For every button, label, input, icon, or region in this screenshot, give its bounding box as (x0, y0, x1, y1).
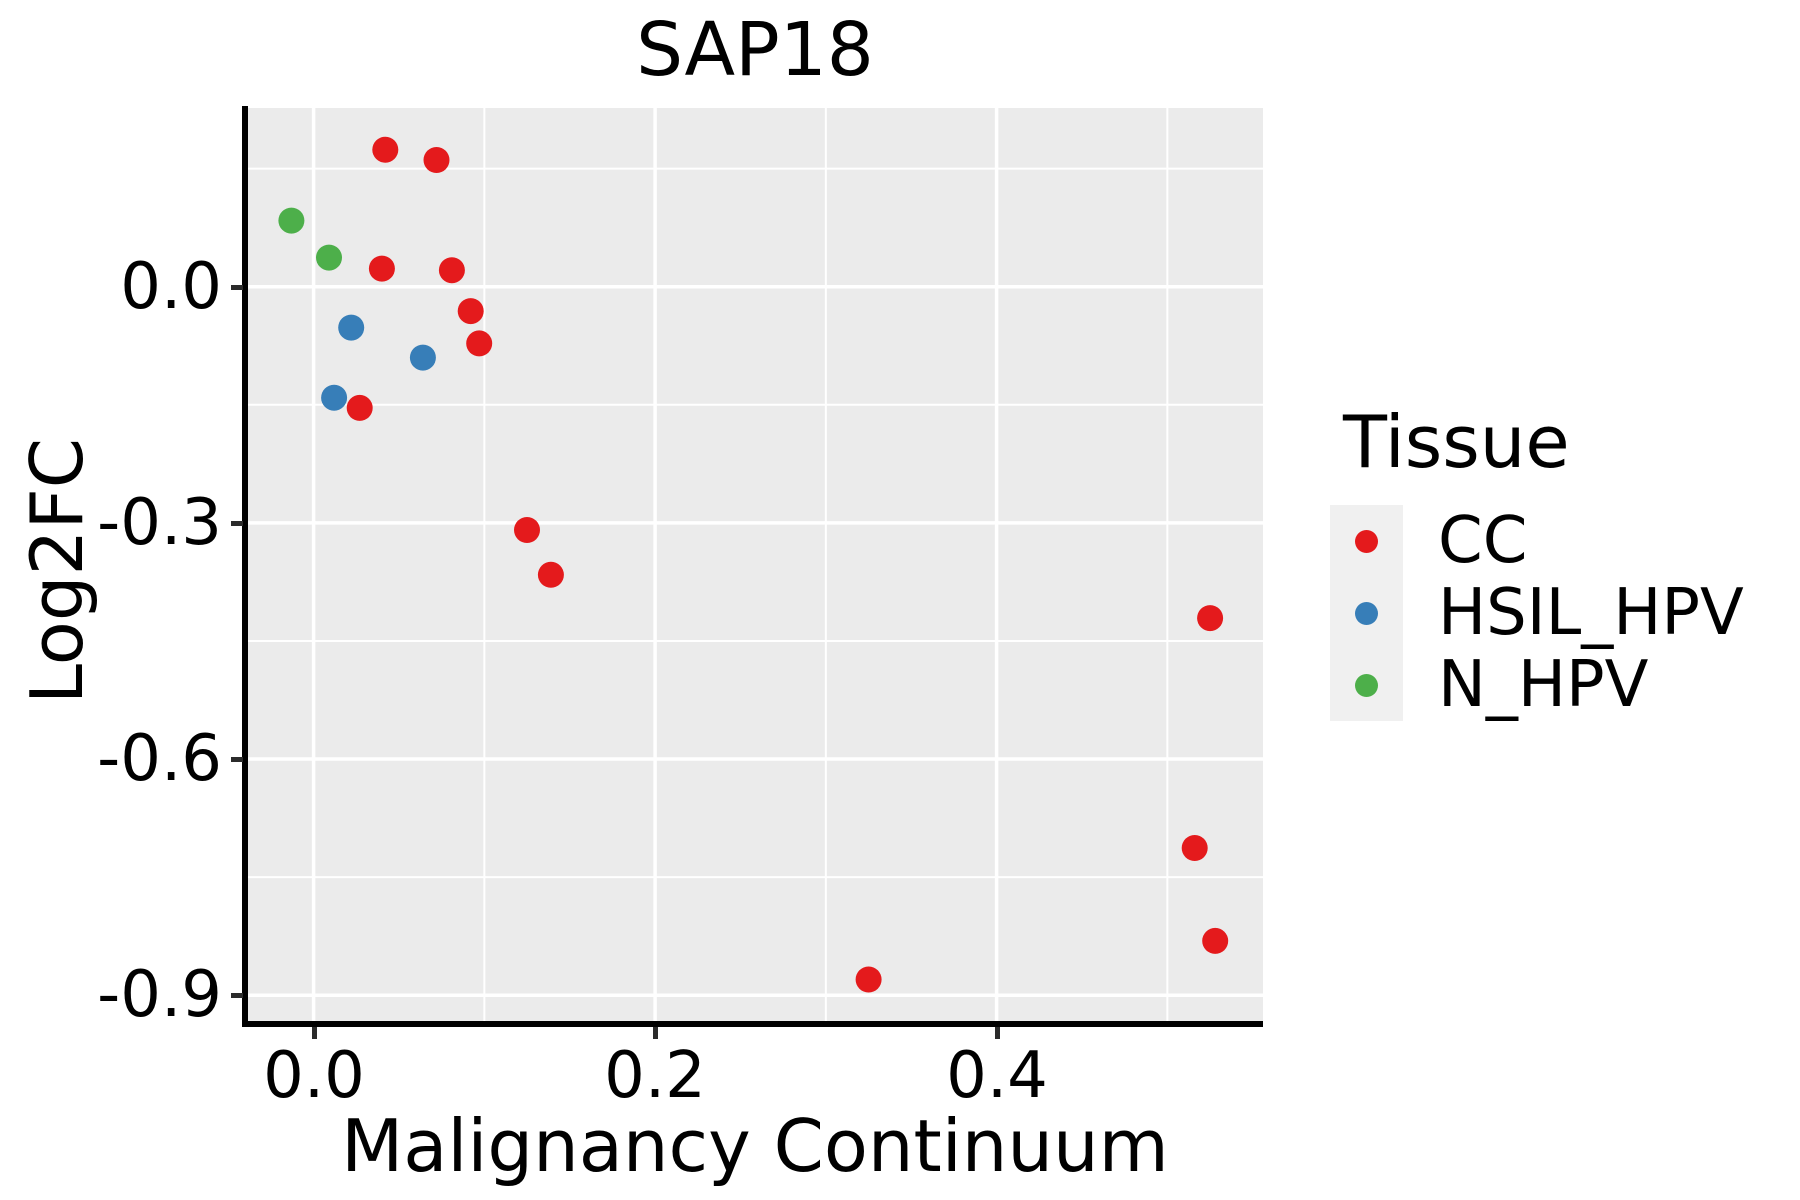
legend-title: Tissue (1343, 400, 1570, 484)
legend-key (1330, 649, 1403, 721)
y-tick-mark (231, 993, 243, 998)
legend-key (1330, 577, 1403, 649)
x-tick-mark (995, 1027, 1000, 1039)
legend-dot-n-hpv (1355, 674, 1378, 697)
data-point-n_hpv (278, 207, 305, 234)
y-tick-label: -0.3 (97, 486, 222, 560)
y-tick-label: 0.0 (120, 250, 222, 324)
data-point-cc (1197, 605, 1224, 632)
plot-panel (247, 108, 1263, 1022)
x-tick-mark (653, 1027, 658, 1039)
y-axis-title: Log2FC (15, 437, 99, 705)
legend-key (1330, 505, 1403, 577)
x-axis-line (242, 1021, 1263, 1027)
legend-dot-cc (1355, 530, 1378, 553)
data-point-cc (466, 330, 493, 357)
y-axis-line (242, 106, 248, 1025)
data-point-hsil_hpv (409, 344, 436, 371)
data-point-cc (457, 298, 484, 325)
y-tick-label: -0.6 (97, 722, 222, 796)
y-tick-mark (231, 521, 243, 526)
x-tick-label: 0.2 (604, 1039, 706, 1113)
data-point-cc (537, 561, 564, 588)
data-point-cc (368, 255, 395, 282)
x-tick-label: 0.0 (263, 1039, 365, 1113)
data-point-cc (514, 517, 540, 543)
x-axis-title: Malignancy Continuum (341, 1104, 1169, 1188)
legend-label: HSIL_HPV (1438, 576, 1744, 650)
data-point-cc (1181, 835, 1208, 861)
legend-label: CC (1438, 504, 1528, 578)
y-tick-mark (231, 757, 243, 762)
data-point-n_hpv (316, 244, 342, 271)
x-tick-label: 0.4 (946, 1039, 1048, 1113)
data-point-cc (346, 394, 373, 421)
y-tick-label: -0.9 (97, 958, 222, 1032)
data-point-cc (1202, 927, 1229, 954)
scatter-plot (247, 108, 1263, 1022)
data-point-cc (372, 136, 399, 163)
chart-title: SAP18 (636, 7, 874, 93)
data-point-hsil_hpv (321, 384, 348, 411)
data-point-hsil_hpv (338, 314, 365, 341)
y-tick-mark (231, 285, 243, 290)
x-tick-mark (312, 1027, 317, 1039)
data-point-cc (423, 147, 450, 173)
data-point-cc (438, 257, 465, 284)
legend-label: N_HPV (1438, 648, 1649, 722)
data-point-cc (855, 966, 882, 993)
legend-dot-hsil-hpv (1355, 602, 1378, 625)
